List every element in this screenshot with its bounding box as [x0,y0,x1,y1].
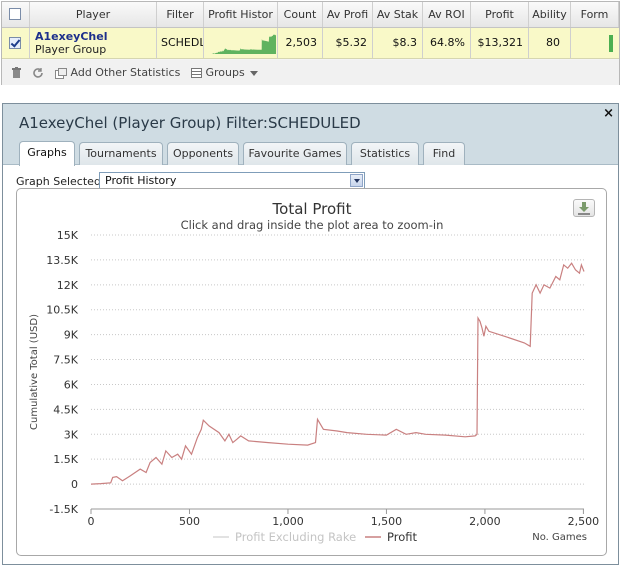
y-tick-label: 9K [64,329,79,342]
col-header-ability[interactable]: Ability [529,2,571,27]
player-cell-border [30,28,157,58]
col-header-player[interactable]: Player [30,2,157,27]
select-all-checkbox[interactable] [9,8,21,20]
refresh-icon[interactable] [32,65,44,80]
x-tick-label: 500 [179,515,200,528]
close-icon[interactable]: × [603,106,614,121]
add-statistics-icon [55,67,67,79]
player-type: Player Group [35,43,107,56]
y-tick-label: 1.5K [53,453,78,466]
y-tick-label: 4.5K [53,403,78,416]
chart-subtitle: Click and drag inside the plot area to z… [181,218,444,232]
legend-item-1: Profit [387,530,417,544]
av-profit-cell: $5.32 [323,28,373,58]
tab-graphs[interactable]: Graphs [19,141,75,166]
download-button[interactable] [573,199,595,217]
row-checkbox[interactable] [9,37,21,49]
y-tick-label: 13.5K [46,254,78,267]
profit-cell: $13,321 [471,28,529,58]
player-name[interactable]: A1exeyChel [35,30,108,43]
count-cell: 2,503 [278,28,323,58]
y-tick-label: 0 [71,478,78,491]
panel-title: A1exeyChel (Player Group) Filter:SCHEDUL… [19,114,361,132]
graph-selected-dropdown[interactable]: Profit History [99,172,365,189]
ability-cell: 80 [529,28,571,58]
x-tick-label: 1,500 [371,515,403,528]
download-icon [578,202,590,215]
chevron-down-icon [250,70,259,76]
tab-favourite-games[interactable]: Favourite Games [243,142,347,165]
form-cell [571,28,619,58]
add-other-statistics-button[interactable]: Add Other Statistics [55,65,180,80]
profit-history-sparkline [204,28,278,58]
table-row[interactable]: A1exeyChel Player Group SCHEDL 2,503 $5.… [2,28,619,59]
col-header-profit-history[interactable]: Profit Histor [204,2,278,27]
row-select-cell[interactable] [2,28,30,58]
groups-dropdown[interactable]: Groups [191,65,259,80]
y-tick-label: 6K [64,378,79,391]
graph-selected-value: Profit History [105,174,177,187]
grid-toolbar: Add Other Statistics Groups [2,60,619,85]
profit-chart[interactable]: Total Profit Click and drag inside the pl… [16,188,607,556]
x-tick-label: 1,000 [272,515,304,528]
form-indicator [609,35,613,52]
add-other-statistics-label: Add Other Statistics [70,66,181,79]
col-header-filter[interactable]: Filter [157,2,204,27]
col-header-av-stake[interactable]: Av Stak [373,2,423,27]
y-axis-label: Cumulative Total (USD) [29,314,40,430]
x-axis-label: No. Games [532,532,587,543]
x-tick-label: 2,000 [469,515,501,528]
x-tick-label: 2,500 [568,515,600,528]
filter-cell: SCHEDL [157,28,204,58]
legend-item-0: Profit Excluding Rake [235,530,356,544]
y-tick-label: 3K [64,428,79,441]
player-grid: Player Filter Profit Histor Count Av Pro… [1,1,620,85]
sparkline-area [210,34,276,54]
col-header-form[interactable]: Form [571,2,619,27]
av-roi-cell: 64.8% [423,28,471,58]
groups-icon [191,68,202,78]
y-tick-label: 12K [57,279,79,292]
y-tick-label: -1.5K [49,503,78,516]
x-tick-label: 0 [88,515,95,528]
tab-statistics[interactable]: Statistics [351,142,419,165]
tab-tournaments[interactable]: Tournaments [79,142,163,165]
y-tick-label: 15K [57,229,79,242]
header-select-all-cell[interactable] [2,2,30,27]
series-line-1 [90,262,585,485]
tab-opponents[interactable]: Opponents [167,142,239,165]
dropdown-arrow-icon[interactable] [350,174,363,187]
groups-label: Groups [205,66,245,79]
col-header-count[interactable]: Count [278,2,323,27]
y-tick-label: 7.5K [53,354,78,367]
graph-selected-label: Graph Selected: [16,175,105,188]
col-header-av-roi[interactable]: Av ROI [423,2,471,27]
player-cell[interactable]: A1exeyChel Player Group [35,30,108,56]
col-header-profit[interactable]: Profit [471,2,529,27]
delete-icon[interactable] [11,65,22,80]
panel-header: A1exeyChel (Player Group) Filter:SCHEDUL… [3,104,618,166]
tab-find[interactable]: Find [423,142,465,165]
y-tick-label: 10.5K [46,304,78,317]
player-detail-panel: A1exeyChel (Player Group) Filter:SCHEDUL… [2,103,619,565]
av-stake-cell: $8.3 [373,28,423,58]
col-header-av-profit[interactable]: Av Profi [323,2,373,27]
grid-header: Player Filter Profit Histor Count Av Pro… [2,2,619,28]
chart-title: Total Profit [272,200,352,218]
